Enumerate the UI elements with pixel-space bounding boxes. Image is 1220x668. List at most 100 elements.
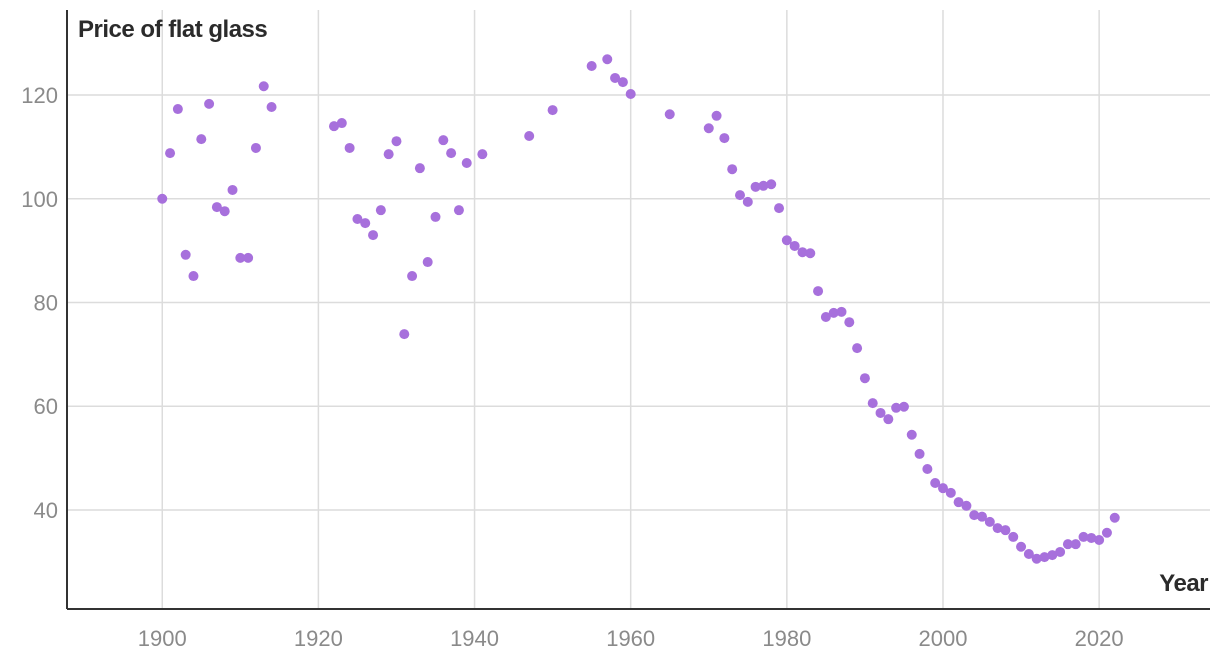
x-tick-label: 1980: [762, 626, 811, 651]
point: [430, 211, 441, 222]
point: [961, 500, 972, 511]
x-tick-label: 2000: [919, 626, 968, 651]
point: [820, 312, 831, 323]
point: [157, 193, 168, 204]
point: [399, 329, 410, 340]
point: [875, 407, 886, 418]
point: [524, 131, 535, 142]
x-tick-label: 2020: [1075, 626, 1124, 651]
point: [235, 252, 246, 263]
point: [774, 203, 785, 214]
point: [1078, 531, 1089, 542]
point: [266, 101, 277, 112]
point: [1094, 535, 1105, 546]
point: [937, 483, 948, 494]
point: [828, 307, 839, 318]
point: [391, 136, 402, 147]
point: [1062, 539, 1073, 550]
point: [352, 214, 363, 225]
point: [969, 510, 980, 521]
point: [344, 142, 355, 153]
point: [250, 142, 261, 153]
point: [547, 105, 558, 116]
point: [758, 180, 769, 191]
x-axis-label: Year: [1159, 570, 1208, 597]
point: [258, 81, 269, 92]
point: [1031, 553, 1042, 564]
point: [1000, 525, 1011, 536]
point: [617, 77, 628, 88]
point: [243, 252, 254, 263]
point: [422, 257, 433, 268]
y-tick-label: 120: [21, 83, 58, 108]
point: [1086, 532, 1097, 543]
point: [368, 230, 379, 241]
x-tick-label: 1920: [294, 626, 343, 651]
point: [586, 61, 597, 72]
point: [852, 343, 863, 354]
point: [625, 89, 636, 100]
point: [797, 247, 808, 258]
point: [711, 110, 722, 121]
point: [196, 134, 207, 145]
point: [859, 373, 870, 384]
point: [211, 202, 222, 213]
point: [1055, 546, 1066, 557]
point: [329, 121, 340, 132]
point: [477, 149, 488, 160]
point: [922, 463, 933, 474]
point: [984, 516, 995, 527]
point: [407, 271, 418, 282]
point: [172, 104, 183, 115]
point: [1047, 550, 1058, 561]
point: [180, 249, 191, 260]
grid: [67, 10, 1210, 609]
point: [188, 271, 199, 282]
point: [703, 123, 714, 134]
point: [602, 54, 613, 65]
y-tick-label: 60: [34, 394, 58, 419]
point: [930, 477, 941, 488]
point: [446, 148, 457, 159]
point: [383, 149, 394, 160]
point: [1023, 549, 1034, 560]
x-tick-label: 1940: [450, 626, 499, 651]
y-tick-label: 40: [34, 498, 58, 523]
point: [336, 118, 347, 129]
point: [664, 109, 675, 120]
point: [742, 196, 753, 207]
y-tick-label: 80: [34, 290, 58, 315]
point: [813, 286, 824, 297]
point: [227, 184, 238, 195]
point: [898, 401, 909, 412]
point: [891, 402, 902, 413]
point: [453, 205, 464, 216]
point: [414, 163, 425, 174]
point: [836, 306, 847, 317]
point: [789, 240, 800, 251]
point: [750, 181, 761, 192]
point: [438, 135, 449, 146]
chart-title: Price of flat glass: [78, 16, 267, 43]
point: [1016, 541, 1027, 552]
y-tick-label: 100: [21, 187, 58, 212]
point: [360, 218, 371, 229]
point: [945, 487, 956, 498]
point: [766, 179, 777, 190]
point: [883, 414, 894, 425]
point: [204, 98, 215, 109]
point: [1070, 539, 1081, 550]
point: [906, 429, 917, 440]
point: [781, 235, 792, 246]
point: [610, 72, 621, 83]
x-tick-label: 1900: [138, 626, 187, 651]
point: [867, 398, 878, 409]
point: [219, 206, 230, 217]
point: [977, 511, 988, 522]
point: [461, 157, 472, 168]
point: [953, 497, 964, 508]
point: [1109, 512, 1120, 523]
point: [844, 317, 855, 328]
point: [734, 190, 745, 201]
